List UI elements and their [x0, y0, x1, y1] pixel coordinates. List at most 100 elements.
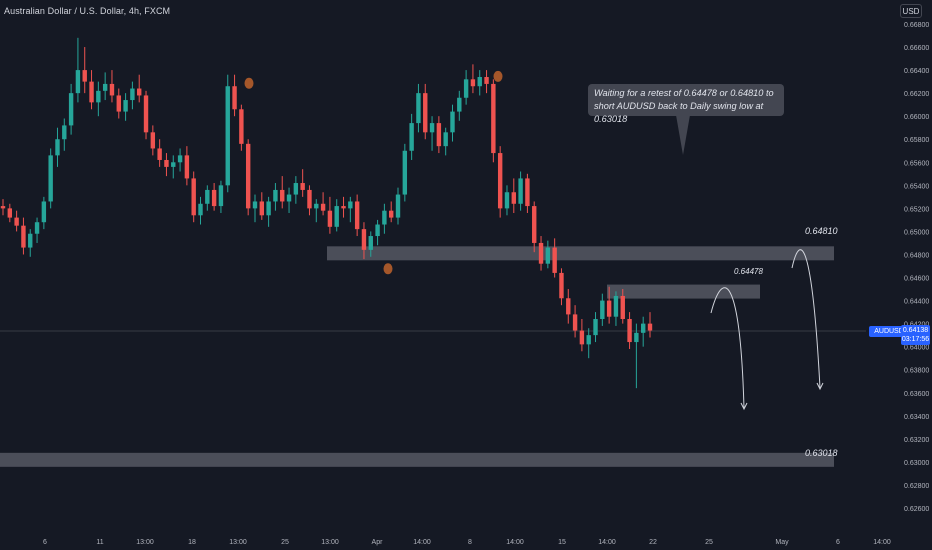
y-tick-label: 0.63000: [904, 460, 929, 467]
symbol-tag: AUDUSD: [869, 326, 909, 337]
x-tick-label: 14:00: [413, 539, 431, 546]
projection-arrowhead-2: [816, 382, 824, 391]
candle: [470, 64, 476, 94]
x-tick-label: 13:00: [321, 539, 339, 546]
candle: [34, 217, 40, 243]
candle: [341, 196, 346, 218]
candle: [62, 118, 67, 151]
candle: [280, 176, 285, 209]
annotation-line-2: short AUDUSD back to Daily swing low at …: [594, 101, 764, 124]
candle: [109, 70, 115, 103]
daily-swing-low-zone[interactable]: [0, 452, 834, 467]
level-label-upper: 0.64810: [805, 226, 838, 236]
candle: [491, 79, 496, 163]
candle: [647, 312, 653, 338]
candle: [640, 316, 646, 347]
candle: [552, 238, 557, 278]
candle: [252, 194, 258, 223]
candle: [484, 70, 489, 94]
candle: [259, 192, 264, 220]
candle: [116, 88, 121, 119]
candle: [416, 83, 421, 133]
y-tick-label: 0.64400: [904, 299, 929, 306]
y-tick-label: 0.65800: [904, 137, 929, 144]
candle: [538, 236, 544, 271]
candle: [518, 171, 523, 211]
current-price-box: 0.64138 03:17:56: [901, 325, 930, 345]
y-tick-label: 0.63800: [904, 368, 929, 375]
candle: [627, 312, 632, 349]
candle: [613, 291, 619, 326]
y-tick-label: 0.64600: [904, 276, 929, 283]
current-price-value: 0.64138: [902, 327, 929, 334]
y-tick-label: 0.66600: [904, 45, 929, 52]
candle: [89, 70, 94, 110]
y-tick-label: 0.64000: [904, 345, 929, 352]
candle: [443, 127, 448, 156]
candle: [41, 196, 47, 230]
candle: [436, 116, 442, 154]
candle: [245, 139, 251, 216]
candle: [593, 312, 598, 343]
y-tick-label: 0.65600: [904, 160, 929, 167]
candle: [232, 74, 237, 117]
currency-button[interactable]: USD: [900, 4, 922, 18]
candle: [497, 146, 503, 218]
candle: [225, 74, 230, 193]
projection-arrow-2: [791, 249, 821, 389]
y-tick-label: 0.63600: [904, 391, 929, 398]
candle: [96, 81, 101, 117]
x-tick-label: 14:00: [873, 539, 891, 546]
candle: [143, 90, 149, 140]
x-tick-label: 13:00: [136, 539, 154, 546]
candle: [368, 231, 373, 257]
candle: [532, 201, 537, 253]
candle: [28, 229, 33, 257]
x-tick-label: 6: [836, 539, 840, 546]
swing-point-marker: [493, 70, 503, 82]
candle: [314, 199, 319, 223]
candle: [75, 37, 81, 103]
candle: [334, 199, 339, 232]
candle: [463, 70, 469, 105]
candle: [150, 125, 156, 156]
candle: [211, 183, 217, 211]
x-tick-label: 15: [558, 539, 566, 546]
candle: [429, 116, 435, 151]
candle: [375, 219, 380, 246]
candle: [0, 199, 6, 216]
candle: [218, 180, 224, 213]
candle: [559, 268, 564, 306]
candle: [620, 289, 625, 324]
y-tick-label: 0.63400: [904, 414, 929, 421]
x-tick-label: 25: [705, 539, 713, 546]
candle: [184, 146, 190, 186]
resistance-zone[interactable]: [327, 246, 834, 261]
candle: [307, 185, 312, 216]
candle: [606, 286, 612, 324]
x-tick-label: 14:00: [598, 539, 616, 546]
candle: [586, 328, 591, 359]
note-pointer: [676, 115, 690, 155]
candle: [198, 196, 203, 225]
x-tick-label: May: [775, 539, 789, 546]
candle: [320, 192, 326, 216]
y-tick-label: 0.66200: [904, 91, 929, 98]
candle: [354, 194, 360, 237]
y-tick-label: 0.66800: [904, 22, 929, 29]
retest-zone[interactable]: [607, 284, 760, 299]
candle: [266, 196, 271, 227]
candle: [137, 74, 142, 103]
candle: [566, 289, 571, 324]
swing-point-marker: [244, 77, 254, 89]
x-tick-label: 11: [96, 539, 103, 546]
candle: [634, 323, 639, 389]
candle: [102, 72, 108, 101]
candle: [157, 139, 162, 167]
candle: [68, 83, 74, 135]
candle: [382, 203, 387, 234]
candle: [361, 222, 367, 260]
x-tick-label: 8: [468, 539, 472, 546]
y-tick-label: 0.64800: [904, 252, 929, 259]
